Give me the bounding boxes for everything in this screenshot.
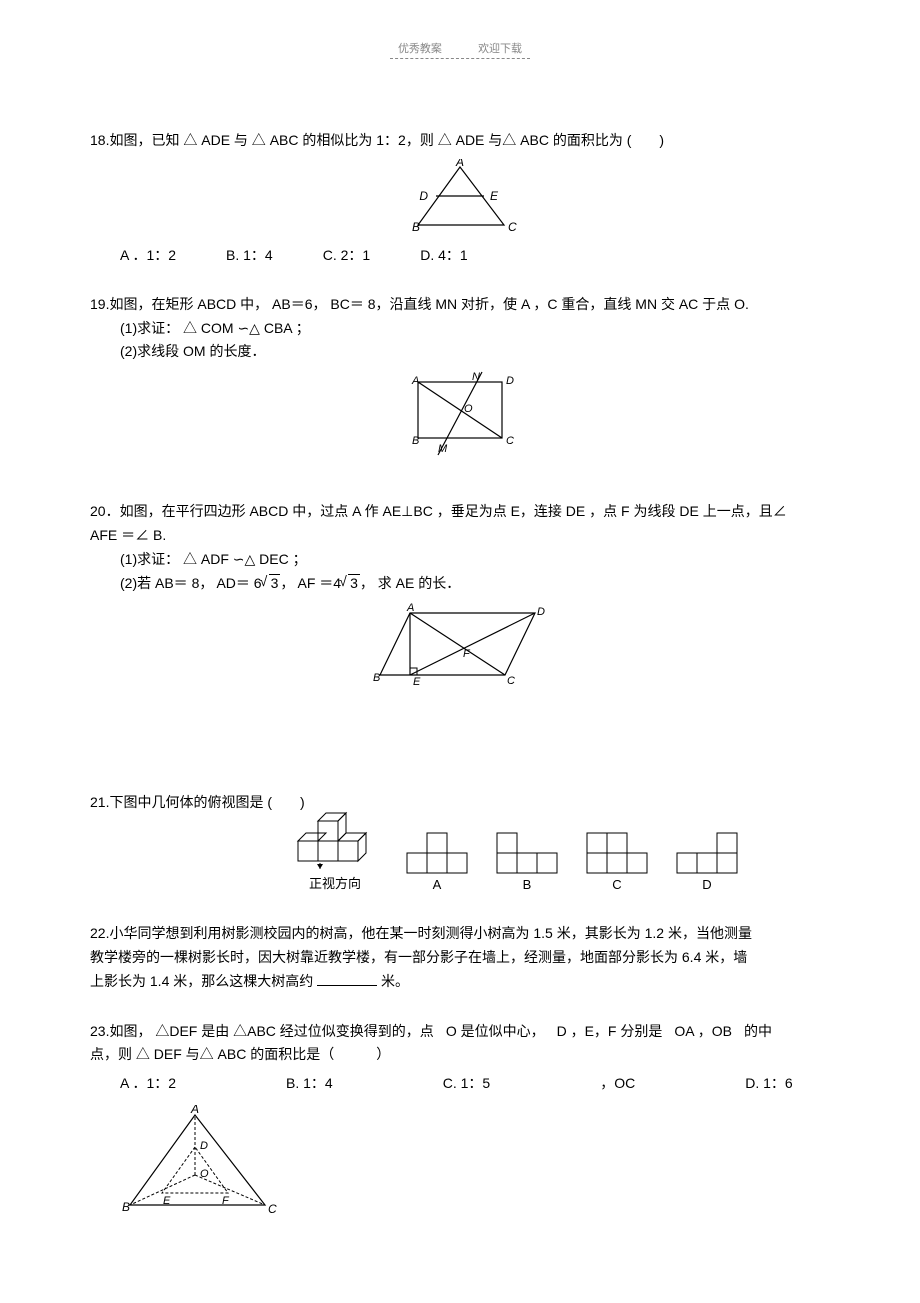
q23-opt-d: D. 1：6 <box>745 1073 792 1093</box>
svg-text:C: C <box>506 435 514 447</box>
svg-text:C: C <box>268 1202 277 1216</box>
q23-opt-a: A ．1：2 <box>120 1073 176 1093</box>
q21-label-c: C <box>584 877 650 892</box>
q22-l1: 22.小华同学想到利用树影测校园内的树高，他在某一时刻测得小树高为 1.5 米，… <box>90 922 830 946</box>
q18-opt-d: D. 4：1 <box>420 245 467 265</box>
svg-text:B: B <box>412 435 419 447</box>
q18-text: 18.如图，已知 △ ADE 与 △ ABC 的相似比为 1：2，则 △ ADE… <box>90 129 830 153</box>
question-23: 23.如图， △DEF 是由 △ABC 经过位似变换得到的，点 O 是位似中心，… <box>90 1020 830 1226</box>
q23-l1b: O 是位似中心， <box>446 1020 545 1044</box>
svg-text:M: M <box>438 443 448 455</box>
q19-p2: (2)求线段 OM 的长度． <box>120 340 830 364</box>
q19-figure: A D B C N M O <box>90 370 830 460</box>
q23-l2: 点，则 △ DEF 与△ ABC 的面积比是（ ） <box>90 1043 830 1067</box>
svg-text:B: B <box>373 672 380 684</box>
q22-l2: 教学楼旁的一棵树影长时，因大树靠近教学楼，有一部分影子在墙上，经测量，地面部分影… <box>90 946 830 970</box>
question-22: 22.小华同学想到利用树影测校园内的树高，他在某一时刻测得小树高为 1.5 米，… <box>90 922 830 993</box>
content: 18.如图，已知 △ ADE 与 △ ABC 的相似比为 1：2，则 △ ADE… <box>0 59 920 1225</box>
q22-l3b: 米。 <box>381 973 409 989</box>
sqrt3-b: 3 <box>348 574 360 591</box>
svg-text:E: E <box>163 1195 171 1207</box>
q21-solid: 正视方向 <box>290 811 380 892</box>
q21-opt-c-fig: C <box>584 831 650 892</box>
q21-opt-a-fig: A <box>404 831 470 892</box>
q18-opt-c: C. 2：1 <box>323 245 370 265</box>
blank-field[interactable] <box>317 972 377 986</box>
q19-text: 19.如图，在矩形 ABCD 中， AB＝6， BC＝ 8，沿直线 MN 对折，… <box>90 293 830 317</box>
svg-text:D: D <box>419 189 428 203</box>
q20-p2c: ， 求 AE 的长． <box>360 575 460 591</box>
q20-l1a: 20．如图，在平行四边形 ABCD 中，过点 A 作 AE⊥BC ，垂足为点 E… <box>90 500 830 524</box>
q20-p2b: ， AF ＝4 <box>280 575 341 591</box>
svg-text:D: D <box>200 1140 208 1152</box>
q20-p2: (2)若 AB＝ 8， AD＝ 6√3， AF ＝4√3， 求 AE 的长． <box>120 572 830 596</box>
q22-l3: 上影长为 1.4 米，那么这棵大树高约 米。 <box>90 970 830 994</box>
q21-label-a: A <box>404 877 470 892</box>
q23-opt-b: B. 1：4 <box>286 1073 333 1093</box>
page-header: 优秀教案 欢迎下载 <box>0 0 920 59</box>
q18-opt-a: A ．1：2 <box>120 245 176 265</box>
svg-text:A: A <box>411 375 419 387</box>
svg-text:A: A <box>455 159 464 169</box>
q23-opt-c: C. 1：5 <box>443 1073 490 1093</box>
q23-l1a: 23.如图， △DEF 是由 △ABC 经过位似变换得到的，点 <box>90 1020 434 1044</box>
svg-text:B: B <box>412 220 420 234</box>
q23-l1c: D ，E，F 分别是 <box>557 1020 663 1044</box>
q23-l1e: 的中 <box>744 1020 772 1044</box>
svg-text:D: D <box>537 606 545 618</box>
q20-p2a: (2)若 AB＝ 8， AD＝ 6 <box>120 575 262 591</box>
q18-options: A ．1：2 B. 1：4 C. 2：1 D. 4：1 <box>120 245 830 265</box>
q22-l3a: 上影长为 1.4 米，那么这棵大树高约 <box>90 973 317 989</box>
svg-text:E: E <box>490 189 499 203</box>
q19-p1: (1)求证： △ COM ∽△ CBA ； <box>120 317 830 341</box>
q21-opt-d-fig: D <box>674 831 740 892</box>
header-left: 优秀教案 <box>398 43 442 55</box>
svg-text:B: B <box>122 1200 130 1214</box>
q21-label-d: D <box>674 877 740 892</box>
svg-text:F: F <box>463 648 471 660</box>
q18-opt-b: B. 1：4 <box>226 245 273 265</box>
svg-text:O: O <box>200 1168 209 1180</box>
q23-l1d: OA ，OB <box>674 1020 732 1044</box>
question-21: 21.下图中几何体的俯视图是 ( ) 正视方向 <box>90 791 830 892</box>
svg-text:C: C <box>508 220 517 234</box>
q20-l1b: AFE ＝∠ B. <box>90 524 830 548</box>
svg-text:N: N <box>472 371 480 383</box>
svg-text:O: O <box>464 403 473 415</box>
svg-text:C: C <box>507 675 515 687</box>
svg-text:D: D <box>506 375 514 387</box>
q21-caption: 正视方向 <box>290 873 380 892</box>
q21-opt-b-fig: B <box>494 831 560 892</box>
question-20: 20．如图，在平行四边形 ABCD 中，过点 A 作 AE⊥BC ，垂足为点 E… <box>90 500 830 691</box>
q21-label-b: B <box>494 877 560 892</box>
q21-figures: 正视方向 A B <box>290 811 830 892</box>
q23-l2b: ，OC <box>600 1073 635 1093</box>
q20-p1: (1)求证： △ ADF ∽△ DEC ； <box>120 548 830 572</box>
svg-text:E: E <box>413 676 421 688</box>
q18-figure: A D E B C <box>90 159 830 239</box>
sqrt3-a: 3 <box>269 574 281 591</box>
header-right: 欢迎下载 <box>478 43 522 55</box>
svg-text:A: A <box>406 602 414 614</box>
question-18: 18.如图，已知 △ ADE 与 △ ABC 的相似比为 1：2，则 △ ADE… <box>90 129 830 265</box>
q23-figure: A B C D E F O <box>110 1105 830 1225</box>
question-19: 19.如图，在矩形 ABCD 中， AB＝6， BC＝ 8，沿直线 MN 对折，… <box>90 293 830 460</box>
svg-text:A: A <box>190 1105 199 1116</box>
q20-figure: A D B C E F <box>90 601 830 691</box>
